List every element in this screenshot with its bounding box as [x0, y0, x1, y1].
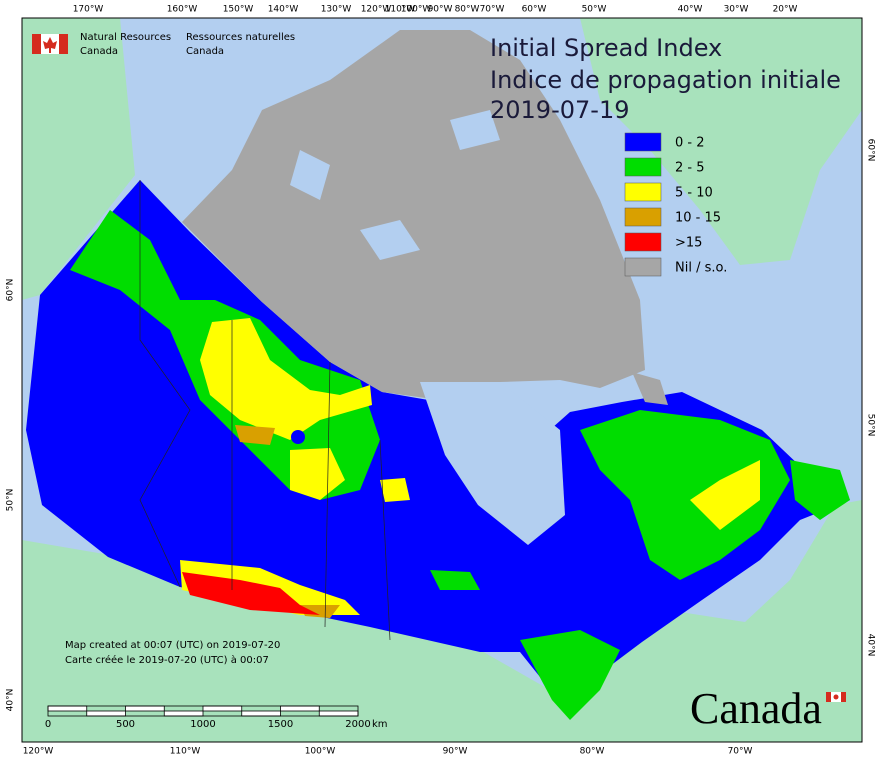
flag-logo: [32, 34, 68, 54]
alaska: [22, 18, 135, 300]
longitude-label: 100°W: [401, 5, 432, 15]
longitude-label: 110°W: [385, 5, 416, 15]
scale-bar-label: 1000: [190, 719, 215, 730]
lake: [291, 430, 305, 444]
created-en: Map created at 00:07 (UTC) on 2019-07-20: [65, 640, 280, 651]
agency-fr: Ressources naturelles: [186, 32, 295, 43]
latitude-label: 60°N: [866, 139, 876, 162]
agency-en: Canada: [80, 46, 118, 57]
labrador-no-data: [632, 372, 668, 405]
title-date: 2019-07-19: [490, 96, 629, 124]
longitude-label: 90°W: [428, 5, 453, 15]
scale-bar-label: 0: [45, 719, 51, 730]
latitude-label: 60°N: [6, 279, 16, 302]
longitude-label: 70°W: [728, 747, 753, 757]
legend-label: 0 - 2: [675, 136, 705, 151]
scale-bar-segment: [280, 705, 320, 712]
scale-bar-label: 500: [116, 719, 135, 730]
scale-bar-segment: [125, 705, 165, 712]
legend-label: 5 - 10: [675, 186, 713, 201]
hudson-bay: [420, 382, 565, 545]
scale-bar-segment: [202, 705, 243, 712]
scale-bar-frame: [47, 705, 359, 717]
longitude-label: 90°W: [443, 747, 468, 757]
scale-bar-segment: [47, 705, 88, 712]
latitude-label: 40°N: [866, 634, 876, 657]
latitude-label: 50°N: [6, 489, 16, 512]
quebec-moderate: [580, 410, 790, 580]
longitude-label: 120°W: [23, 747, 54, 757]
longitude-label: 130°W: [321, 5, 352, 15]
legend-swatch: [624, 207, 662, 227]
created-fr: Carte créée le 2019-07-20 (UTC) à 00:07: [65, 654, 269, 666]
united-states: [22, 500, 862, 742]
legend-label: Nil / s.o.: [675, 261, 727, 276]
legend-label: 10 - 15: [675, 211, 721, 226]
legend-swatch: [624, 182, 662, 202]
longitude-label: 110°W: [170, 747, 201, 757]
legend-label: 2 - 5: [675, 161, 705, 176]
longitude-label: 140°W: [268, 5, 299, 15]
longitude-label: 170°W: [73, 5, 104, 15]
arctic-channels: [290, 110, 500, 260]
scale-bar-unit: km: [372, 719, 388, 730]
longitude-label: 60°W: [522, 5, 547, 15]
provincial-borders: [139, 180, 391, 641]
legend-label: >15: [675, 236, 702, 251]
longitude-label: 40°W: [678, 5, 703, 15]
wordmark-flag: [826, 692, 846, 702]
ontario-patch: [430, 570, 480, 590]
longitude-label: 80°W: [580, 747, 605, 757]
scattered-high: [290, 448, 760, 530]
scale-bar-segment: [241, 710, 281, 717]
scale-bar-segment: [318, 710, 359, 717]
longitude-label: 30°W: [724, 5, 749, 15]
arctic-no-data: [182, 30, 645, 400]
title-en: Initial Spread Index: [490, 34, 722, 62]
scale-bar-segment: [163, 710, 204, 717]
longitude-label: 150°W: [223, 5, 254, 15]
agency-fr: Canada: [186, 46, 224, 57]
canada-wordmark: Canada: [690, 684, 822, 733]
legend-swatch: [624, 232, 662, 252]
title-fr: Indice de propagation initiale: [490, 66, 841, 94]
longitude-label: 20°W: [773, 5, 798, 15]
scale-bar-segment: [86, 710, 126, 717]
legend-swatch: [624, 257, 662, 277]
latitude-label: 40°N: [6, 689, 16, 712]
ontario-moderate: [520, 630, 620, 720]
latitude-label: 50°N: [866, 414, 876, 437]
longitude-label: 100°W: [305, 747, 336, 757]
longitude-label: 160°W: [167, 5, 198, 15]
greenland: [580, 18, 862, 265]
map-frame: [21, 17, 863, 743]
longitude-label: 70°W: [480, 5, 505, 15]
legend-swatch: [624, 132, 662, 152]
newfoundland-moderate: [790, 460, 850, 520]
longitude-label: 50°W: [582, 5, 607, 15]
scale-bar-label: 1500: [268, 719, 293, 730]
scale-bar-label: 2000: [345, 719, 370, 730]
longitude-label: 80°W: [455, 5, 480, 15]
legend-swatch: [624, 157, 662, 177]
longitude-label: 120°W: [361, 5, 392, 15]
agency-en: Natural Resources: [80, 32, 171, 43]
prairie-extreme: [182, 572, 320, 615]
